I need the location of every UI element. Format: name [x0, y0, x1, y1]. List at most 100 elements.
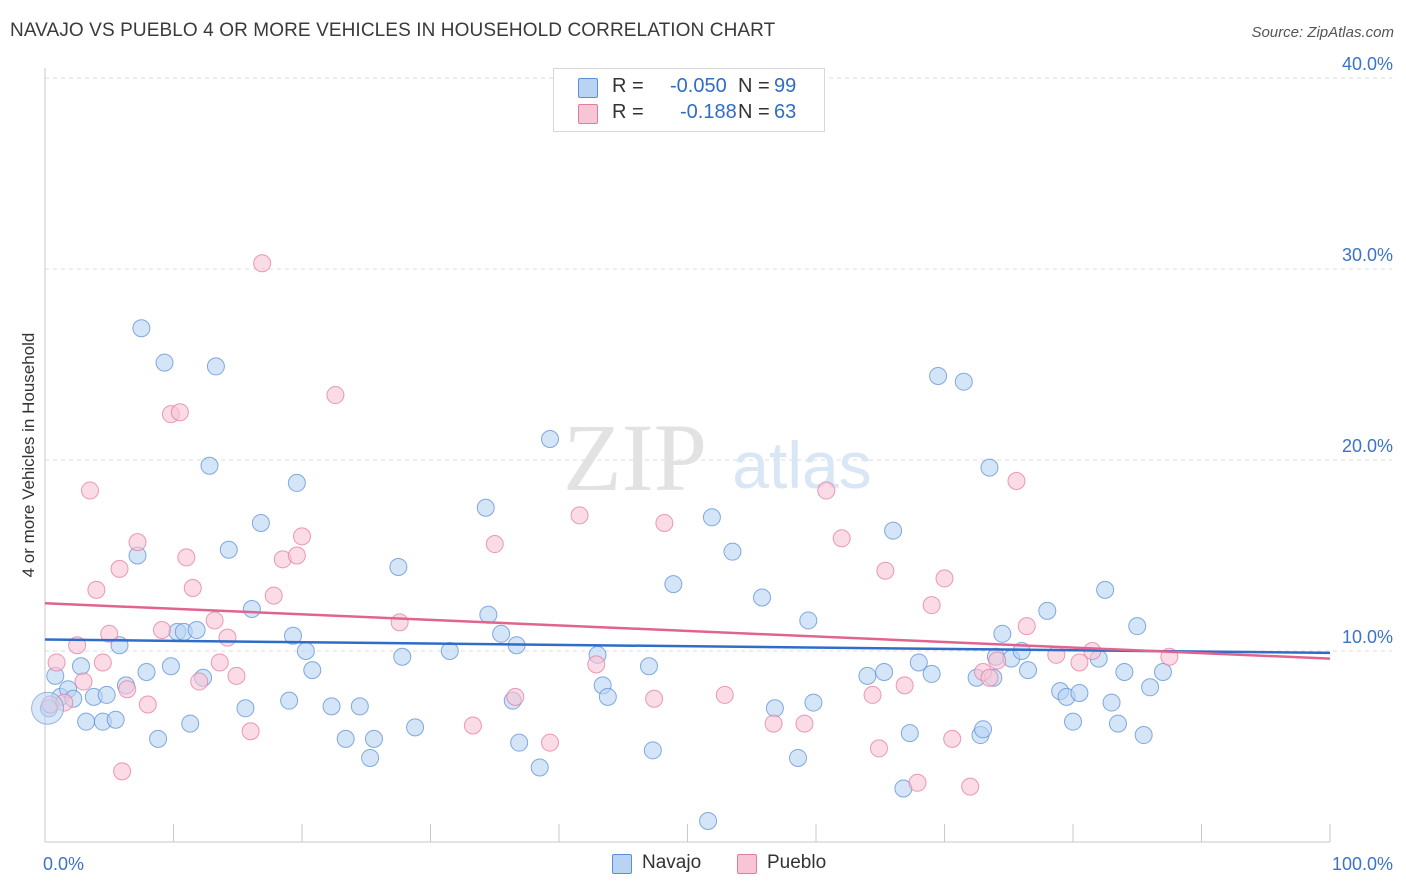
data-point: [205, 611, 224, 630]
data-point: [389, 557, 408, 576]
data-point: [1064, 712, 1082, 731]
data-point: [177, 548, 196, 567]
y-tick-label: 30.0%: [1342, 245, 1393, 265]
series-navajo: [39, 319, 1172, 830]
data-point: [1134, 726, 1153, 745]
data-point: [884, 521, 903, 540]
correlation-legend: R = -0.050 N = 99 R = -0.188 N = 63: [553, 68, 825, 132]
data-point: [87, 580, 106, 599]
data-point: [113, 762, 132, 781]
data-point: [954, 372, 973, 391]
n-label: N =: [738, 75, 770, 97]
data-point: [93, 653, 112, 672]
data-point: [541, 733, 560, 752]
data-point: [219, 540, 238, 559]
x-tick-label: 100.0%: [1332, 854, 1393, 874]
data-point: [253, 254, 272, 273]
pueblo-swatch: [578, 104, 598, 124]
navajo-swatch: [612, 854, 632, 874]
n-label: N =: [738, 101, 770, 123]
data-point: [1070, 653, 1089, 672]
r-value: -0.050: [670, 75, 727, 97]
y-axis-label: 4 or more Vehicles in Household: [19, 333, 38, 578]
data-point: [236, 699, 255, 718]
data-point: [155, 353, 174, 372]
data-point: [210, 653, 229, 672]
data-point: [645, 689, 664, 708]
data-point: [293, 527, 311, 546]
data-point: [97, 685, 116, 704]
data-point: [1038, 601, 1057, 620]
watermark-zip: ZIP: [563, 404, 707, 511]
navajo-swatch: [578, 78, 598, 98]
data-point: [80, 481, 99, 500]
series-pueblo: [41, 254, 1179, 796]
data-point: [71, 657, 90, 676]
data-point: [974, 720, 993, 739]
data-point: [993, 624, 1012, 643]
legend-label: Navajo: [642, 852, 702, 873]
data-point: [440, 642, 459, 660]
data-point: [935, 569, 954, 588]
data-point: [1007, 472, 1026, 491]
data-point: [170, 403, 189, 422]
data-point: [183, 578, 202, 597]
data-point: [530, 758, 549, 777]
grid-lines: [45, 77, 1392, 652]
data-point: [479, 605, 498, 624]
data-point: [350, 697, 369, 716]
data-point: [280, 691, 299, 710]
watermark: ZIP atlas: [563, 404, 872, 511]
data-point: [1096, 580, 1115, 599]
data-point: [242, 599, 261, 618]
data-point: [74, 672, 93, 691]
data-point: [161, 657, 180, 676]
data-point: [988, 651, 1007, 670]
data-point: [106, 710, 125, 729]
data-point: [789, 748, 808, 767]
data-point: [895, 676, 914, 695]
data-point: [858, 666, 877, 685]
trend-line-pueblo: [44, 602, 1331, 660]
pueblo-swatch: [737, 854, 757, 874]
data-point: [264, 586, 283, 605]
trend-lines: [44, 602, 1331, 660]
data-point: [980, 458, 999, 477]
x-tick-label: 0.0%: [43, 854, 84, 874]
data-point: [463, 716, 482, 735]
y-tick-label: 10.0%: [1342, 627, 1393, 647]
data-point: [922, 596, 941, 615]
data-point: [492, 624, 511, 643]
data-point: [875, 663, 894, 682]
data-point: [251, 514, 270, 533]
data-point: [943, 729, 962, 748]
data-point: [1141, 678, 1160, 697]
data-point: [241, 722, 260, 741]
data-point: [929, 366, 948, 385]
data-point: [152, 620, 171, 639]
data-point: [485, 535, 504, 554]
data-point: [900, 724, 919, 743]
data-point: [799, 611, 818, 630]
source-credit: Source: ZipAtlas.com: [1251, 24, 1394, 41]
data-point: [506, 687, 525, 706]
data-point: [149, 729, 168, 748]
data-point: [100, 624, 119, 643]
data-point: [390, 613, 409, 632]
data-point: [47, 653, 66, 672]
data-points: [31, 254, 1179, 830]
data-point: [1019, 661, 1038, 680]
data-point: [227, 666, 246, 685]
data-point: [832, 529, 851, 548]
data-point: [393, 647, 412, 666]
data-point: [137, 663, 156, 682]
data-point: [909, 653, 928, 672]
data-point: [961, 777, 980, 796]
data-point: [1115, 663, 1134, 682]
data-point: [541, 429, 560, 448]
data-point: [364, 729, 383, 748]
data-point: [1153, 663, 1172, 682]
data-point: [218, 628, 237, 647]
data-point: [702, 508, 721, 527]
data-point: [980, 668, 999, 687]
